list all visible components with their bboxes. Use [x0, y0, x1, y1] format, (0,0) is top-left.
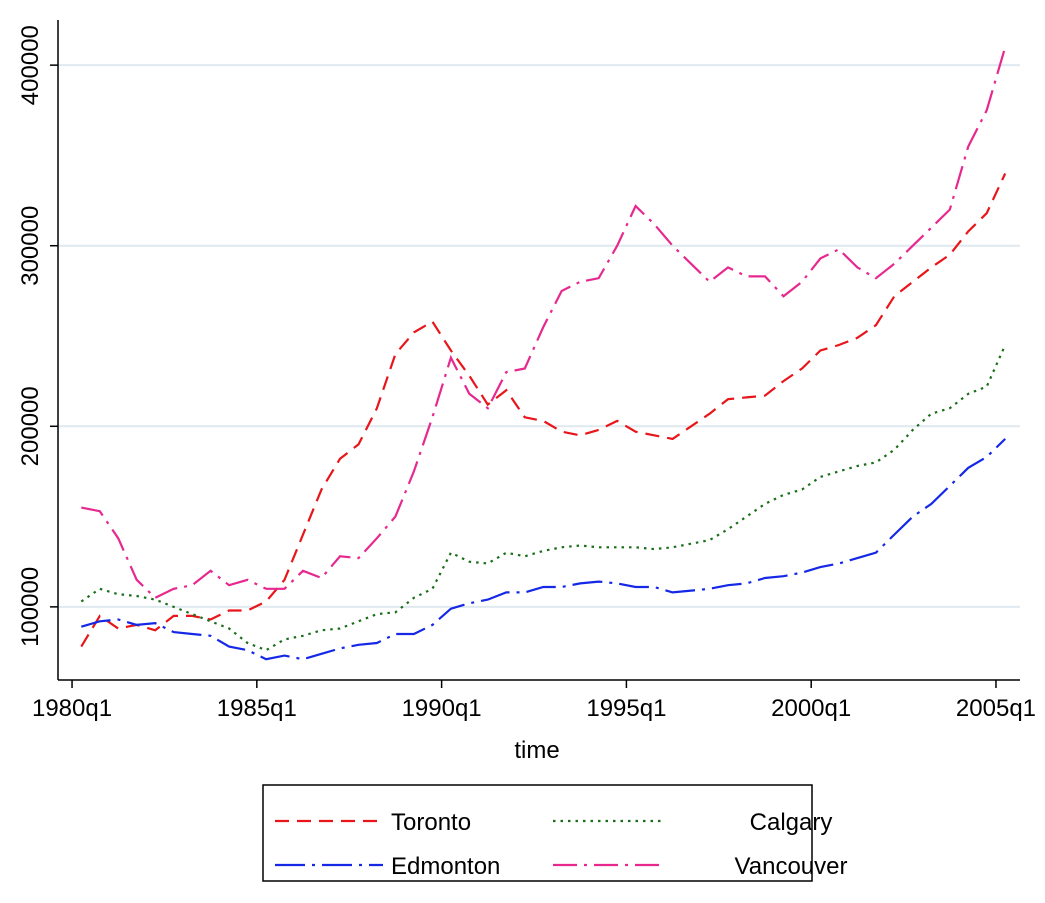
x-tick-label: 2000q1 — [771, 695, 851, 722]
x-tick-label: 1985q1 — [217, 695, 297, 722]
legend-label: Toronto — [391, 809, 471, 836]
x-tick-label: 1995q1 — [586, 695, 666, 722]
legend-label: Calgary — [750, 809, 833, 836]
legend-box — [262, 784, 813, 882]
y-tick-label: 400000 — [17, 25, 44, 105]
series-line — [80, 173, 1007, 648]
y-tick-label: 200000 — [17, 386, 44, 466]
x-tick-label: 1990q1 — [402, 695, 482, 722]
series-line — [80, 438, 1006, 661]
x-tick-label: 1980q1 — [32, 695, 112, 722]
y-tick-label: 100000 — [17, 567, 44, 647]
legend-label: Vancouver — [735, 853, 848, 880]
legend-label: Edmonton — [391, 853, 500, 880]
series-line — [80, 344, 1007, 652]
y-tick-label: 300000 — [17, 206, 44, 286]
series-line — [81, 46, 1007, 600]
x-axis-title: time — [514, 737, 559, 764]
x-tick-label: 2005q1 — [956, 695, 1036, 722]
